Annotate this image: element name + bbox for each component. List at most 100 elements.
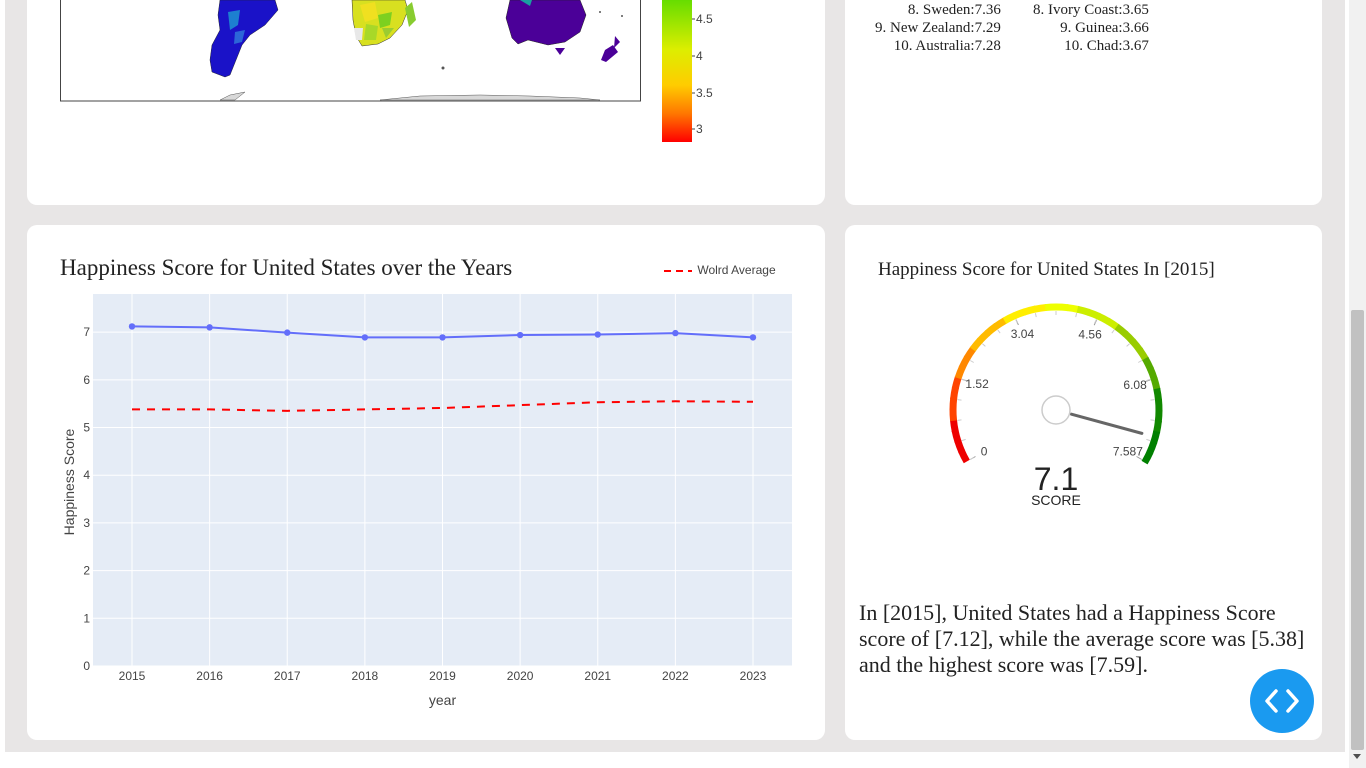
gauge-minor-tick: [1111, 329, 1115, 334]
ranking-item: 10. Chad:3.67: [1064, 38, 1149, 54]
ranking-item: 9. Guinea:3.66: [1060, 20, 1149, 36]
x-tick-label: 2018: [352, 669, 379, 683]
world-map[interactable]: [60, 0, 642, 104]
map-south-america: [209, 0, 279, 78]
gauge-value: 7.1: [1034, 461, 1078, 497]
x-tick-label: 2023: [740, 669, 767, 683]
x-tick-label: 2015: [119, 669, 146, 683]
scrollbar-thumb[interactable]: [1351, 310, 1364, 750]
gauge-arc-segment: [1150, 377, 1161, 391]
gauge-arc-segment: [1096, 312, 1111, 325]
us-score-point: [128, 323, 136, 330]
gauge-arc-segment: [1142, 356, 1154, 371]
ranking-item: 9. New Zealand:7.29: [875, 20, 1001, 36]
gauge-arc-segment: [949, 419, 959, 433]
gauge-minor-tick: [1126, 343, 1130, 347]
chart-legend[interactable]: Wolrd Average: [664, 263, 776, 277]
top-ranking-list: 8. Sweden:7.36 9. New Zealand:7.29 10. A…: [875, 1, 1001, 55]
gauge-arc-segment: [949, 408, 958, 422]
gauge-arc-segment: [1153, 420, 1162, 434]
gauge-tick-label: 1.52: [965, 377, 989, 391]
line-chart-title: Happiness Score for United States over t…: [60, 255, 513, 280]
us-score-point: [516, 331, 524, 339]
gauge-arc-segment: [1086, 308, 1101, 320]
colorbar-tick: 3: [696, 122, 703, 136]
ranking-item: 8. Sweden:7.36: [907, 2, 1001, 18]
gauge-arc-segment: [963, 346, 977, 361]
us-score-point: [206, 324, 213, 331]
gauge-arc-segment: [954, 439, 966, 454]
gauge-arc-segment: [1146, 366, 1158, 381]
gauge-arc-segment: [949, 397, 958, 411]
ranking-card: [845, 0, 1322, 205]
legend-label: Wolrd Average: [697, 263, 776, 277]
gauge-arc-segment: [1150, 430, 1161, 445]
gauge-arc-segment: [1141, 450, 1154, 465]
gauge-minor-tick: [961, 378, 966, 382]
gauge-arc-segment: [1002, 312, 1017, 324]
x-tick-label: 2021: [584, 669, 611, 683]
gauge-arc-segment: [951, 375, 962, 390]
gauge-arc-segment: [1146, 440, 1158, 455]
y-tick-label: 4: [83, 468, 90, 482]
gauge-label: SCORE: [1031, 492, 1081, 508]
us-score-point: [361, 334, 369, 341]
gauge-minor-tick: [1034, 313, 1037, 318]
gauge-arc-segment: [954, 365, 966, 380]
us-score-point: [594, 331, 601, 338]
gauge-arc-segment: [1105, 317, 1120, 331]
ranking-item: 8. Ivory Coast:3.65: [1033, 2, 1149, 18]
code-icon: [1265, 689, 1299, 713]
gauge-tick-label: 6.08: [1123, 378, 1147, 392]
gauge-arc-segment: [958, 355, 971, 370]
gauge-tick: [1144, 379, 1151, 383]
map-antarctica: [219, 91, 246, 101]
x-tick-label: 2017: [274, 669, 301, 683]
scroll-down-arrow-icon[interactable]: [1353, 754, 1361, 759]
bottom-ranking-list: 8. Ivory Coast:3.65 9. Guinea:3.66 10. C…: [1033, 1, 1149, 55]
x-tick-label: 2019: [429, 669, 456, 683]
gauge-minor-tick: [1138, 360, 1142, 363]
y-tick-label: 2: [83, 564, 90, 578]
gauge-title: Happiness Score for United States In [20…: [878, 259, 1215, 280]
gauge-arc-segment: [1076, 305, 1091, 316]
colorbar-tick: 3.5: [696, 86, 713, 100]
gauge-hub: [1041, 395, 1071, 425]
ranking-item: 10. Australia:7.28: [893, 38, 1001, 54]
gauge-arc-segment: [1114, 323, 1129, 337]
color-scale-bar: 4.5 4 3.5 3: [662, 0, 713, 142]
gauge-arc-segment: [950, 386, 959, 400]
y-tick-label: 7: [83, 325, 90, 339]
line-chart[interactable]: 0 1 2 3 4 5 6 7 2015 2016 2017 2018 2019 2020 2021 2022…: [0, 0, 830, 740]
gauge-minor-tick: [1015, 319, 1018, 324]
x-axis-title: year: [429, 692, 457, 708]
y-tick-label: 1: [83, 611, 90, 625]
gauge-minor-tick: [1146, 438, 1151, 442]
gauge-arc-segment: [969, 337, 983, 352]
gauge-arc-segment: [1044, 303, 1058, 312]
gauge-minor-tick: [970, 457, 974, 460]
map-australia: [505, 0, 587, 46]
y-tick-label: 6: [83, 373, 90, 387]
gauge-minor-tick: [1075, 313, 1078, 318]
y-axis-title: Happiness Score: [61, 428, 77, 535]
gauge-minor-tick: [970, 360, 974, 363]
colorbar-tick: 4: [696, 49, 703, 63]
gauge-arc-segment: [1023, 305, 1037, 316]
gauge-tick-label: 7.587: [1113, 445, 1143, 459]
gauge-arc-segment: [1154, 398, 1163, 412]
code-toggle-button[interactable]: [1250, 669, 1314, 733]
colorbar-tick: 4.5: [696, 12, 713, 26]
gauge-minor-tick: [982, 343, 986, 347]
y-tick-label: 0: [83, 659, 90, 673]
x-tick-label: 2022: [662, 669, 689, 683]
gauge-arc-segment: [1136, 347, 1149, 362]
y-tick-label: 3: [83, 516, 90, 530]
gauge-arc-segment: [976, 329, 991, 344]
gauge-arc-segment: [1154, 409, 1163, 423]
gauge-arc-segment: [1153, 387, 1163, 401]
gauge-tick: [1136, 456, 1142, 460]
gauge-minor-tick: [961, 438, 966, 442]
legend-dash-swatch: [664, 269, 692, 272]
